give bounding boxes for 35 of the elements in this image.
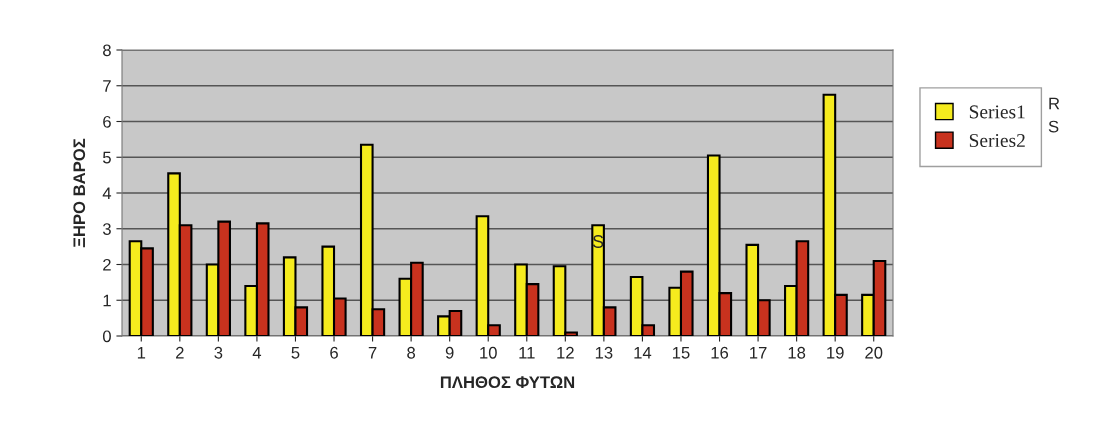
x-tick-label: 8 [407, 346, 416, 359]
x-tick-label: 18 [788, 346, 806, 359]
text: R [1049, 97, 1060, 110]
x-tick-label: 1 [137, 347, 146, 359]
y-tick-label: 7 [103, 80, 111, 92]
y-tick-label: 4 [102, 187, 112, 200]
x-tick-label: 14 [634, 347, 652, 359]
x-tick-label: 4 [252, 347, 262, 359]
y-axis-title: ΞΗΡΟ ΒΑΡΟΣ [73, 138, 86, 248]
text: S [1048, 120, 1059, 133]
x-tick-label: 12 [557, 346, 574, 359]
y-tick-label: 3 [102, 223, 111, 235]
x-tick-label: 9 [445, 346, 454, 359]
x-tick-label: 20 [865, 346, 883, 359]
legend-label: Series2 [969, 133, 1025, 148]
x-tick-label: 16 [711, 346, 729, 359]
y-tick-label: 8 [103, 44, 111, 57]
x-tick-label: 17 [750, 347, 767, 359]
x-tick-label: 6 [330, 346, 338, 359]
y-tick-label: 5 [102, 151, 111, 164]
x-tick-label: 19 [827, 346, 844, 359]
y-tick-label: 6 [103, 115, 111, 128]
legend-label: Series1 [969, 105, 1025, 119]
x-tick-label: 10 [480, 346, 497, 359]
x-tick-label: 2 [176, 346, 184, 359]
x-axis-title: ΠΛΗΘΟΣ ΦΥΤΩΝ [440, 376, 575, 389]
y-tick-label: 2 [103, 258, 111, 271]
x-tick-label: 11 [519, 347, 535, 359]
x-tick-label: 13 [595, 346, 613, 359]
y-tick-label: 1 [103, 294, 111, 307]
x-tick-label: 7 [368, 347, 377, 359]
x-tick-label: 5 [291, 347, 300, 359]
x-tick-label: 3 [214, 346, 223, 359]
y-tick-label: 0 [102, 330, 111, 343]
x-tick-label: 15 [672, 347, 690, 359]
